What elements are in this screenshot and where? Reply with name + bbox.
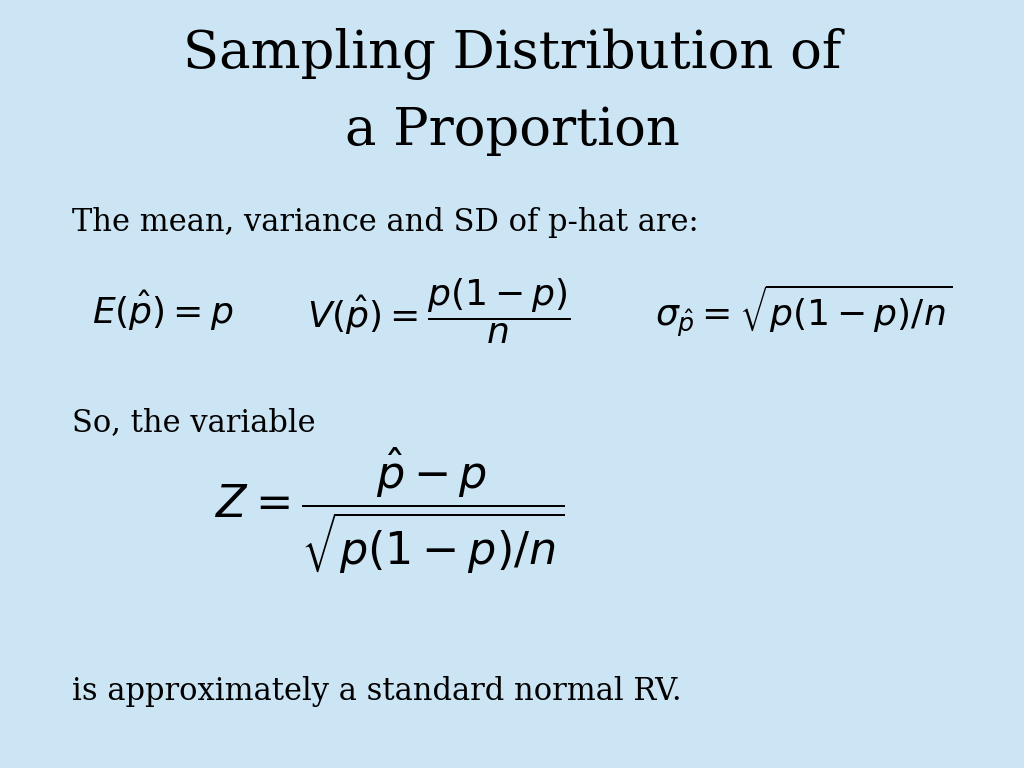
Text: a Proportion: a Proportion <box>344 105 680 156</box>
Text: $Z = \dfrac{\hat{p} - p}{\sqrt{p(1-p)/n}}$: $Z = \dfrac{\hat{p} - p}{\sqrt{p(1-p)/n}… <box>214 445 564 576</box>
Text: $V(\hat{p}) = \dfrac{p(1-p)}{n}$: $V(\hat{p}) = \dfrac{p(1-p)}{n}$ <box>307 276 570 346</box>
Text: Sampling Distribution of: Sampling Distribution of <box>183 28 841 80</box>
Text: $E(\hat{p}) = p$: $E(\hat{p}) = p$ <box>92 289 233 333</box>
Text: So, the variable: So, the variable <box>72 407 315 438</box>
Text: is approximately a standard normal RV.: is approximately a standard normal RV. <box>72 676 681 707</box>
Text: The mean, variance and SD of p-hat are:: The mean, variance and SD of p-hat are: <box>72 207 698 238</box>
Text: $\sigma_{\hat{p}} = \sqrt{p(1-p)/n}$: $\sigma_{\hat{p}} = \sqrt{p(1-p)/n}$ <box>655 283 953 339</box>
